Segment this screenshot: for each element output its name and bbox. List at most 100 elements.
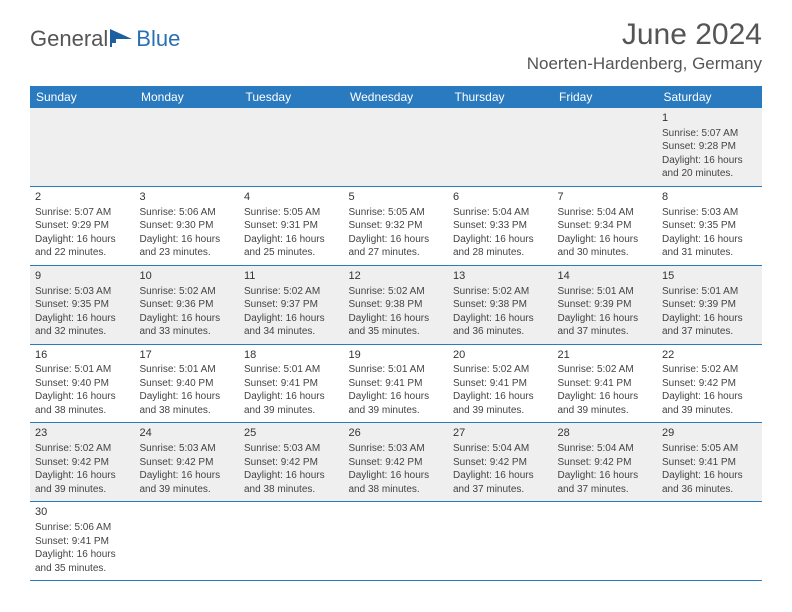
sunset-text: Sunset: 9:42 PM bbox=[558, 456, 653, 470]
calendar-cell bbox=[657, 502, 762, 581]
calendar-cell: 15Sunrise: 5:01 AMSunset: 9:39 PMDayligh… bbox=[657, 265, 762, 344]
sunset-text: Sunset: 9:34 PM bbox=[558, 219, 653, 233]
daylight2-text: and 38 minutes. bbox=[349, 483, 444, 497]
sunrise-text: Sunrise: 5:06 AM bbox=[140, 206, 235, 220]
day-number: 16 bbox=[35, 348, 130, 363]
calendar-cell: 19Sunrise: 5:01 AMSunset: 9:41 PMDayligh… bbox=[344, 344, 449, 423]
sunset-text: Sunset: 9:41 PM bbox=[662, 456, 757, 470]
daylight2-text: and 36 minutes. bbox=[662, 483, 757, 497]
daylight2-text: and 36 minutes. bbox=[453, 325, 548, 339]
calendar-row: 9Sunrise: 5:03 AMSunset: 9:35 PMDaylight… bbox=[30, 265, 762, 344]
sunrise-text: Sunrise: 5:04 AM bbox=[453, 442, 548, 456]
day-number: 2 bbox=[35, 190, 130, 205]
daylight1-text: Daylight: 16 hours bbox=[662, 154, 757, 168]
calendar-cell bbox=[553, 108, 658, 186]
day-number: 18 bbox=[244, 348, 339, 363]
daylight1-text: Daylight: 16 hours bbox=[35, 548, 130, 562]
daylight2-text: and 31 minutes. bbox=[662, 246, 757, 260]
calendar-cell bbox=[448, 502, 553, 581]
daylight1-text: Daylight: 16 hours bbox=[244, 469, 339, 483]
calendar-row: 23Sunrise: 5:02 AMSunset: 9:42 PMDayligh… bbox=[30, 423, 762, 502]
sunset-text: Sunset: 9:41 PM bbox=[349, 377, 444, 391]
calendar-cell: 26Sunrise: 5:03 AMSunset: 9:42 PMDayligh… bbox=[344, 423, 449, 502]
day-number: 20 bbox=[453, 348, 548, 363]
page-subtitle: Noerten-Hardenberg, Germany bbox=[527, 54, 762, 74]
weekday-header: Monday bbox=[135, 86, 240, 108]
sunrise-text: Sunrise: 5:01 AM bbox=[35, 363, 130, 377]
day-number: 23 bbox=[35, 426, 130, 441]
sunset-text: Sunset: 9:32 PM bbox=[349, 219, 444, 233]
weekday-header: Friday bbox=[553, 86, 658, 108]
day-number: 10 bbox=[140, 269, 235, 284]
page-title: June 2024 bbox=[527, 18, 762, 52]
calendar-cell: 24Sunrise: 5:03 AMSunset: 9:42 PMDayligh… bbox=[135, 423, 240, 502]
calendar-cell bbox=[344, 502, 449, 581]
flag-icon bbox=[110, 29, 134, 50]
day-number: 28 bbox=[558, 426, 653, 441]
sunrise-text: Sunrise: 5:01 AM bbox=[244, 363, 339, 377]
daylight1-text: Daylight: 16 hours bbox=[349, 312, 444, 326]
daylight2-text: and 39 minutes. bbox=[349, 404, 444, 418]
weekday-header: Thursday bbox=[448, 86, 553, 108]
daylight2-text: and 37 minutes. bbox=[662, 325, 757, 339]
daylight1-text: Daylight: 16 hours bbox=[349, 469, 444, 483]
daylight2-text: and 39 minutes. bbox=[453, 404, 548, 418]
calendar-cell: 21Sunrise: 5:02 AMSunset: 9:41 PMDayligh… bbox=[553, 344, 658, 423]
day-number: 6 bbox=[453, 190, 548, 205]
calendar-cell: 20Sunrise: 5:02 AMSunset: 9:41 PMDayligh… bbox=[448, 344, 553, 423]
calendar-cell: 11Sunrise: 5:02 AMSunset: 9:37 PMDayligh… bbox=[239, 265, 344, 344]
sunrise-text: Sunrise: 5:04 AM bbox=[558, 206, 653, 220]
sunrise-text: Sunrise: 5:05 AM bbox=[662, 442, 757, 456]
sunrise-text: Sunrise: 5:01 AM bbox=[349, 363, 444, 377]
sunset-text: Sunset: 9:35 PM bbox=[662, 219, 757, 233]
calendar-cell: 1Sunrise: 5:07 AMSunset: 9:28 PMDaylight… bbox=[657, 108, 762, 186]
calendar-cell: 10Sunrise: 5:02 AMSunset: 9:36 PMDayligh… bbox=[135, 265, 240, 344]
sunset-text: Sunset: 9:39 PM bbox=[662, 298, 757, 312]
calendar-cell: 27Sunrise: 5:04 AMSunset: 9:42 PMDayligh… bbox=[448, 423, 553, 502]
sunset-text: Sunset: 9:35 PM bbox=[35, 298, 130, 312]
weekday-header-row: Sunday Monday Tuesday Wednesday Thursday… bbox=[30, 86, 762, 108]
sunset-text: Sunset: 9:29 PM bbox=[35, 219, 130, 233]
day-number: 26 bbox=[349, 426, 444, 441]
sunrise-text: Sunrise: 5:06 AM bbox=[35, 521, 130, 535]
calendar-cell: 23Sunrise: 5:02 AMSunset: 9:42 PMDayligh… bbox=[30, 423, 135, 502]
daylight2-text: and 32 minutes. bbox=[35, 325, 130, 339]
daylight1-text: Daylight: 16 hours bbox=[35, 390, 130, 404]
daylight1-text: Daylight: 16 hours bbox=[35, 469, 130, 483]
daylight2-text: and 28 minutes. bbox=[453, 246, 548, 260]
daylight2-text: and 39 minutes. bbox=[35, 483, 130, 497]
daylight2-text: and 38 minutes. bbox=[244, 483, 339, 497]
sunset-text: Sunset: 9:41 PM bbox=[35, 535, 130, 549]
calendar-cell bbox=[135, 108, 240, 186]
weekday-header: Wednesday bbox=[344, 86, 449, 108]
day-number: 17 bbox=[140, 348, 235, 363]
daylight1-text: Daylight: 16 hours bbox=[244, 233, 339, 247]
daylight1-text: Daylight: 16 hours bbox=[662, 312, 757, 326]
calendar-cell: 28Sunrise: 5:04 AMSunset: 9:42 PMDayligh… bbox=[553, 423, 658, 502]
daylight1-text: Daylight: 16 hours bbox=[662, 469, 757, 483]
sunset-text: Sunset: 9:37 PM bbox=[244, 298, 339, 312]
sunset-text: Sunset: 9:42 PM bbox=[140, 456, 235, 470]
daylight2-text: and 39 minutes. bbox=[140, 483, 235, 497]
daylight1-text: Daylight: 16 hours bbox=[558, 233, 653, 247]
daylight2-text: and 34 minutes. bbox=[244, 325, 339, 339]
daylight1-text: Daylight: 16 hours bbox=[453, 312, 548, 326]
sunset-text: Sunset: 9:42 PM bbox=[453, 456, 548, 470]
calendar-cell: 8Sunrise: 5:03 AMSunset: 9:35 PMDaylight… bbox=[657, 186, 762, 265]
calendar-cell: 14Sunrise: 5:01 AMSunset: 9:39 PMDayligh… bbox=[553, 265, 658, 344]
sunrise-text: Sunrise: 5:02 AM bbox=[662, 363, 757, 377]
calendar-table: Sunday Monday Tuesday Wednesday Thursday… bbox=[30, 86, 762, 581]
daylight2-text: and 35 minutes. bbox=[35, 562, 130, 576]
sunrise-text: Sunrise: 5:01 AM bbox=[662, 285, 757, 299]
daylight2-text: and 27 minutes. bbox=[349, 246, 444, 260]
daylight1-text: Daylight: 16 hours bbox=[140, 469, 235, 483]
calendar-body: 1Sunrise: 5:07 AMSunset: 9:28 PMDaylight… bbox=[30, 108, 762, 581]
daylight1-text: Daylight: 16 hours bbox=[244, 312, 339, 326]
sunrise-text: Sunrise: 5:07 AM bbox=[35, 206, 130, 220]
weekday-header: Tuesday bbox=[239, 86, 344, 108]
day-number: 25 bbox=[244, 426, 339, 441]
sunrise-text: Sunrise: 5:02 AM bbox=[244, 285, 339, 299]
sunset-text: Sunset: 9:31 PM bbox=[244, 219, 339, 233]
calendar-cell: 7Sunrise: 5:04 AMSunset: 9:34 PMDaylight… bbox=[553, 186, 658, 265]
sunrise-text: Sunrise: 5:02 AM bbox=[140, 285, 235, 299]
